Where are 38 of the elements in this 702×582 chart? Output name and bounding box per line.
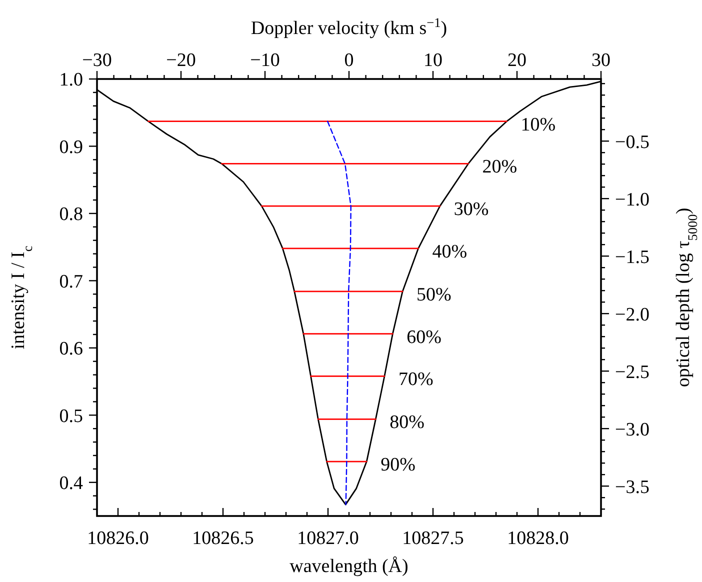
y-tick-label: 1.0 [59,70,83,91]
y2-tick-label: −1.0 [615,189,650,210]
x-axis-title: wavelength (Å) [290,556,408,577]
y-tick-label: 0.8 [59,204,83,226]
annotation: 10% [520,114,556,136]
y2-tick-label: −2.0 [615,304,650,326]
y-tick-label: 0.4 [59,473,84,494]
y2-tick-label: −2.5 [615,362,650,383]
y-tick-label: 0.6 [59,338,83,360]
x-tick-label: 10828.0 [507,528,569,549]
x2-tick-label: 10 [424,50,442,71]
annotation: 50% [416,284,452,306]
x-tick-label: 10827.5 [402,528,464,549]
y-tick-label: 0.5 [59,406,83,427]
annotation: 80% [390,412,425,434]
x2-tick-label: −20 [166,50,196,71]
x-tick-label: 10826.5 [192,528,254,549]
x2-tick-label: −10 [250,50,280,71]
x-tick-label: 10826.0 [87,528,149,549]
x2-tick-label: 30 [592,50,610,71]
y-tick-label: 0.7 [59,271,83,292]
y2-tick-label: −0.5 [615,132,650,153]
x-tick-label: 10827.0 [297,528,359,549]
x2-tick-label: 20 [508,50,526,71]
line-series [326,120,352,506]
y2-tick-label: −1.5 [615,246,650,268]
x2-tick-label: −30 [82,50,112,71]
y2-tick-label: −3.0 [615,419,650,440]
y-tick-label: 0.9 [59,136,83,158]
annotation: 70% [398,369,434,390]
y2-tick-label: −3.5 [615,476,650,498]
annotation: 90% [380,454,416,476]
annotation: 20% [482,156,518,178]
annotation: 30% [454,199,489,220]
x2-axis-title: Doppler velocity (km s$^{−1}$) [250,14,448,39]
x2-tick-label: 0 [344,50,354,71]
annotation: 60% [406,326,442,348]
annotation: 40% [432,241,468,262]
